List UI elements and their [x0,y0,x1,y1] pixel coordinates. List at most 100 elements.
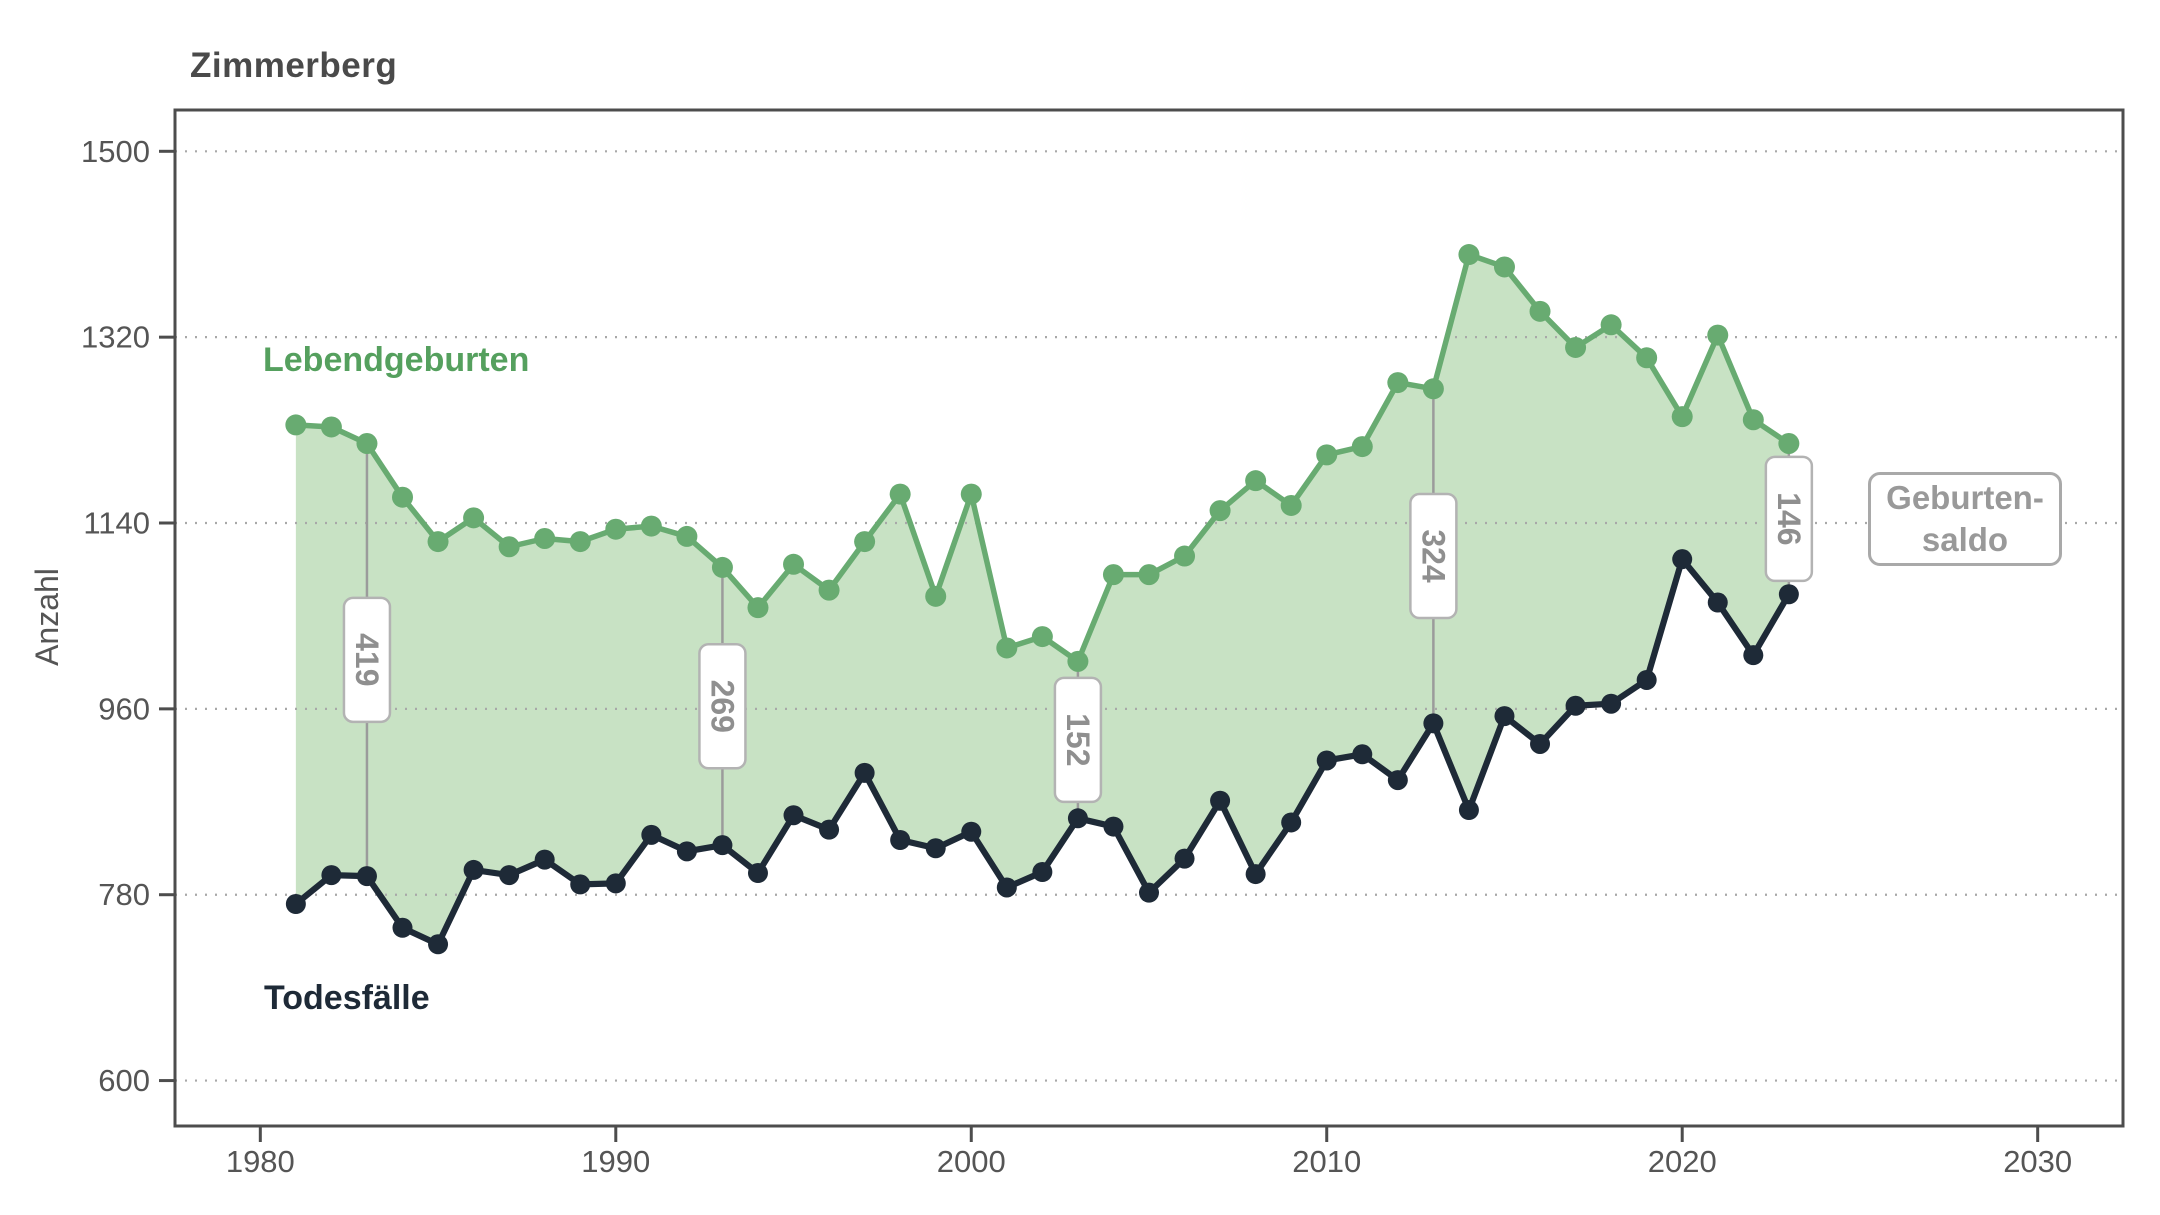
annotation-box [342,596,392,724]
deaths-point [1210,790,1231,811]
deaths-point [1139,882,1159,903]
deaths-point [1103,816,1124,837]
deaths-point [676,841,697,862]
deaths-point [1636,669,1657,690]
deaths-point [1174,848,1195,869]
deaths-point [285,894,306,915]
deaths-point [1352,744,1373,765]
x-tick-label: 2000 [937,1144,1006,1179]
births-point [1102,564,1124,586]
deaths-point [1423,713,1444,734]
x-tick-label: 1990 [581,1144,650,1179]
annotation-label: 419 [349,633,385,686]
annotation-box [1764,455,1814,583]
births-point [1174,545,1196,567]
deaths-point [996,877,1017,898]
births-point [996,637,1018,659]
deaths-point [321,865,342,886]
deaths-point [747,863,768,884]
deaths-point [1494,706,1515,727]
annotation-label: 324 [1415,529,1451,583]
births-point [1458,244,1480,266]
deaths-point [463,859,484,880]
deaths-point [428,934,449,955]
births-point [569,531,591,553]
births-point [1138,564,1160,586]
annotation-label: 152 [1060,713,1096,766]
deaths-point [1778,584,1799,605]
births-point [463,507,485,529]
births-point [1280,494,1302,516]
annotation-label: 269 [704,680,740,733]
birth-surplus-legend-box: Geburten- saldo [1868,472,2062,566]
deaths-point [605,873,626,894]
births-point [1245,470,1267,492]
births-point [889,483,911,505]
deaths-point [1707,592,1728,613]
births-point [640,515,662,537]
deaths-point [783,805,804,826]
births-point [1316,444,1338,466]
y-axis-title: Anzahl [29,568,65,666]
births-point [1707,324,1729,346]
deaths-point [1601,693,1622,714]
births-point [1067,650,1089,672]
annotation-box [1409,492,1458,620]
page-title: Zimmerberg [190,46,398,85]
deaths-point [1032,862,1053,882]
births-point [1387,372,1409,394]
deaths-point [890,829,911,850]
birth-surplus-legend-line1: Geburten- [1886,479,2044,516]
deaths-point [854,762,875,783]
births-point [534,527,556,549]
births-point [1529,300,1551,322]
births-point [427,531,449,553]
deaths-point [392,917,413,938]
deaths-point [356,866,377,887]
births-point [1636,347,1658,369]
births-point [1422,378,1444,400]
deaths-point [1743,645,1764,666]
births-point [676,525,698,547]
births-point [1778,433,1800,455]
y-tick-label: 960 [98,691,150,726]
deaths-point [925,838,946,859]
births-point [711,556,733,578]
plot-border [173,108,2125,1128]
annotation-box [698,643,747,770]
annotation-box [1053,676,1103,804]
deaths-point [1387,770,1408,791]
deaths-point [712,835,733,856]
births-point [285,414,307,436]
deaths-point [534,849,555,870]
births-point [1209,500,1231,522]
deaths-point [641,824,662,845]
y-tick-label: 780 [98,877,150,912]
deaths-point [819,819,840,840]
births-point [1351,436,1373,458]
birth-surplus-legend-line2: saldo [1921,521,2009,558]
x-tick-label: 2030 [2003,1144,2072,1179]
deaths-point [1530,733,1551,754]
deaths-point [1281,812,1302,833]
deaths-point [499,865,520,886]
deaths-series-label: Todesfälle [264,979,430,1017]
births-point [1742,409,1764,431]
births-series-label: Lebendgeburten [263,341,530,379]
deaths-point [1316,750,1337,771]
births-point [392,486,414,508]
births-point [747,597,769,619]
births-point [498,536,520,558]
births-point [1600,314,1622,336]
x-tick-label: 1980 [226,1144,295,1179]
births-point [818,579,840,601]
births-point [1493,256,1515,278]
y-tick-label: 1140 [83,506,150,541]
y-tick-label: 600 [98,1063,150,1098]
births-point [320,416,342,438]
x-tick-label: 2010 [1292,1144,1361,1179]
deaths-point [1565,695,1586,716]
deaths-point [1672,549,1693,570]
